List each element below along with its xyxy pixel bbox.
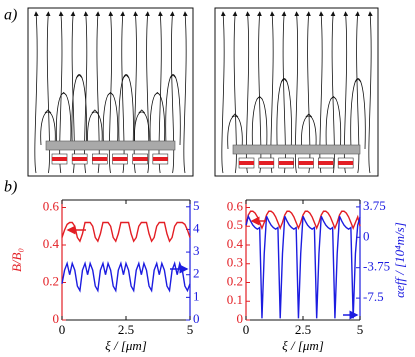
- field-loop: [149, 93, 166, 146]
- y2-tick-label: 0: [193, 311, 200, 326]
- x-tick-label: 0: [243, 322, 250, 337]
- magnet-core: [72, 157, 88, 161]
- y2-tick-label: 5: [193, 198, 200, 213]
- field-line: [33, 11, 39, 174]
- data-line: [245, 214, 361, 319]
- magnet-core: [278, 161, 294, 165]
- field-loop: [169, 74, 177, 79]
- magnet-core: [338, 161, 354, 165]
- y-tick-label: 0.6: [227, 198, 244, 213]
- magnet-core: [152, 157, 168, 161]
- field-line: [182, 11, 188, 174]
- magnet-core: [112, 157, 128, 161]
- x-axis-label: ξ / [μm]: [282, 338, 324, 353]
- y2-tick-label: -7.5: [363, 289, 384, 304]
- field-line: [169, 11, 175, 174]
- field-line: [220, 11, 226, 174]
- y-tick-label: 0.2: [227, 273, 243, 288]
- field-loop: [154, 91, 161, 96]
- field-line: [45, 11, 51, 174]
- field-line: [367, 11, 373, 174]
- y-tick-label: 0.2: [43, 273, 59, 288]
- y-tick-label: 0.1: [227, 292, 243, 307]
- field-loop: [231, 113, 239, 118]
- field-loop: [122, 74, 130, 79]
- y-tick-label: 0: [237, 311, 244, 326]
- field-loop: [91, 109, 99, 114]
- data-line: [245, 210, 361, 230]
- field-diagrams: [27, 7, 379, 177]
- field-loop: [75, 74, 83, 79]
- field-loop: [55, 93, 72, 146]
- y-tick-label: 0: [53, 311, 60, 326]
- magnet-core: [52, 157, 67, 161]
- y2-tick-label: 1: [193, 288, 200, 303]
- magnet-core: [132, 157, 148, 161]
- gray-bar: [45, 140, 176, 151]
- field-loop: [102, 93, 119, 146]
- data-line: [61, 260, 191, 293]
- y2-axis-label: αeff / [10⁴m/s]: [392, 222, 407, 298]
- magnet-core: [239, 161, 254, 165]
- x-tick-label: 0: [59, 322, 66, 337]
- field-loop: [134, 111, 150, 146]
- field-line: [232, 11, 238, 174]
- field-line: [108, 11, 114, 174]
- field-line: [330, 11, 336, 174]
- y-axis-label: B/B₀: [9, 248, 24, 272]
- field-loop: [44, 109, 52, 114]
- field-line: [355, 11, 360, 174]
- field-loop: [354, 78, 362, 83]
- x-tick-label: 2.5: [295, 322, 311, 337]
- field-loop: [60, 91, 67, 96]
- field-line: [145, 11, 150, 174]
- data-line: [61, 221, 191, 243]
- panel-label: a): [4, 7, 17, 24]
- y-tick-label: 0.4: [43, 236, 60, 251]
- magnet-core: [298, 161, 314, 165]
- y2-tick-label: 0: [363, 228, 370, 243]
- y2-tick-label: 2: [193, 266, 200, 281]
- field-line: [294, 11, 300, 174]
- x-tick-label: 2.5: [118, 322, 134, 337]
- field-loop: [251, 97, 268, 150]
- y2-tick-label: 3.75: [363, 198, 386, 213]
- magnet-core: [318, 161, 334, 165]
- y2-tick-label: 3: [193, 243, 200, 258]
- field-loop: [138, 109, 146, 114]
- y-tick-label: 0.3: [227, 255, 243, 270]
- y2-tick-label: -3.75: [363, 259, 390, 274]
- field-loop: [330, 95, 337, 100]
- x-axis-label: ξ / [μm]: [105, 338, 147, 353]
- y-tick-label: 0.4: [227, 236, 244, 251]
- magnet-core: [92, 157, 108, 161]
- field-loop: [256, 95, 263, 100]
- field-loop: [87, 111, 103, 146]
- field-loop: [305, 113, 313, 118]
- field-loop: [325, 97, 342, 150]
- y-tick-label: 0.6: [43, 198, 60, 213]
- x-tick-label: 5: [357, 322, 364, 337]
- gray-bar: [232, 144, 361, 155]
- panel-label: b): [4, 179, 17, 196]
- field-loop: [301, 115, 317, 150]
- magnet-core: [258, 161, 274, 165]
- field-loop: [280, 78, 288, 83]
- field-loop: [107, 91, 114, 96]
- field-loop: [227, 115, 243, 150]
- y-tick-label: 0.5: [227, 217, 243, 232]
- y2-tick-label: 4: [193, 220, 200, 235]
- x-tick-label: 5: [187, 322, 194, 337]
- field-loop: [40, 111, 56, 146]
